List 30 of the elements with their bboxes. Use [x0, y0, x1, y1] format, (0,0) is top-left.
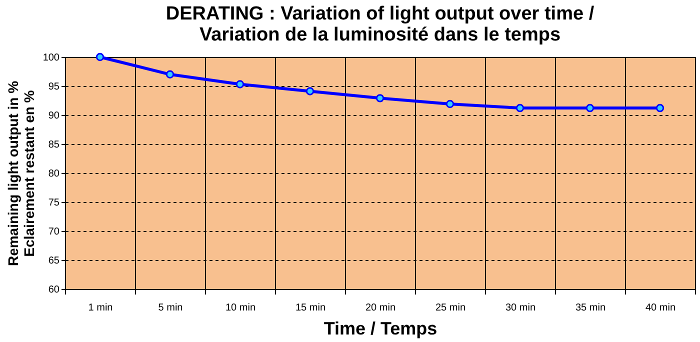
y-tick-label: 65	[48, 256, 60, 266]
x-tick-label: 15 min	[295, 302, 326, 314]
x-tick-label: 25 min	[435, 302, 466, 314]
x-tick-label: 40 min	[645, 302, 676, 314]
y-tick-label: 100	[42, 52, 60, 64]
x-tick-label: 35 min	[575, 302, 606, 314]
point	[166, 70, 174, 78]
x-tick-label: 30 min	[505, 302, 536, 314]
x-tick-label: 10 min	[225, 302, 256, 314]
x-tick-label: 20 min	[365, 302, 396, 314]
x-axis-title: Time / Temps	[324, 318, 438, 338]
y-tick-label: 90	[48, 110, 60, 122]
point	[376, 94, 384, 102]
y-tick-label: 75	[48, 198, 60, 208]
y-tick-label: 95	[48, 82, 60, 92]
point	[586, 104, 594, 112]
point	[446, 100, 454, 108]
x-tick-label: 5 min	[158, 302, 183, 314]
y-tick-label: 60	[48, 284, 60, 296]
point	[516, 104, 524, 112]
point	[96, 52, 104, 62]
x-tick-label: 1 min	[88, 302, 113, 314]
y-axis-title: Remaining light output in % Eclairement restant en %	[4, 80, 37, 266]
y-tick-label: 70	[48, 226, 60, 238]
y-tick-label: 85	[48, 140, 60, 150]
point	[656, 104, 664, 112]
chart-title: DERATING : Variation of light output over time / Variation de la luminosité dans le temps	[166, 4, 595, 46]
y-tick-label: 80	[48, 168, 60, 180]
point	[306, 87, 314, 96]
point	[236, 80, 244, 88]
